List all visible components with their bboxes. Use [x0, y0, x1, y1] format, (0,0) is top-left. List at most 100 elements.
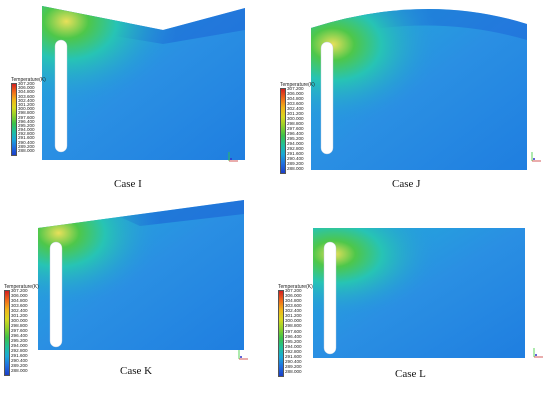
case-k-caption: Case K — [120, 365, 153, 377]
case-l-hot-zone — [313, 228, 525, 358]
case-i-heater — [54, 39, 68, 153]
legend-tick-label: 298.800 — [11, 323, 28, 328]
legend-tick-label: 294.000 — [287, 141, 304, 146]
legend-tick-label: 303.600 — [11, 303, 28, 308]
case-l-legend-labels: 307.200 306.000 304.800 303.600 302.400 301.2… — [285, 288, 315, 375]
legend-tick-label: 294.000 — [18, 127, 35, 133]
legend-tick-label: 288.000 — [11, 368, 28, 373]
legend-tick-label: 298.800 — [287, 121, 304, 126]
case-k-panel: Temperature(K) 307.200 306.000 304.800 303.… — [0, 200, 275, 403]
legend-tick-label: 303.600 — [18, 93, 35, 99]
legend-tick-label: 301.200 — [11, 313, 28, 318]
case-i-contour — [42, 6, 245, 160]
legend-tick-label: 302.400 — [285, 308, 302, 314]
legend-tick-label: 292.800 — [18, 131, 35, 137]
case-i-caption: Case I — [114, 178, 142, 190]
legend-tick-label: 296.400 — [287, 131, 304, 136]
legend-tick-label: 291.600 — [11, 353, 28, 358]
case-l-contour — [313, 228, 525, 358]
legend-tick-label: 303.600 — [287, 101, 304, 106]
legend-tick-label: 298.800 — [285, 323, 302, 329]
legend-tick-label: 307.200 — [11, 288, 28, 293]
case-i-panel: Temperature(K) 307.200 306.000 304.800 303.… — [0, 0, 275, 200]
legend-tick-label: 294.000 — [285, 343, 302, 349]
case-j-panel: Temperature(K) 307.200 306.000 304.800 303.… — [275, 0, 550, 200]
legend-tick-label: 306.000 — [287, 91, 304, 96]
case-k-heater — [49, 241, 63, 348]
legend-tick-label: 297.600 — [18, 114, 35, 120]
case-l-legend-title: Temperature(K) — [278, 284, 313, 290]
legend-tick-label: 301.200 — [18, 101, 35, 107]
legend-tick-label: 306.000 — [11, 293, 28, 298]
legend-tick-label: 307.200 — [285, 288, 302, 293]
case-k-legend-title: Temperature(K) — [4, 284, 39, 290]
case-j-heater — [320, 41, 334, 155]
case-i-hot-zone — [42, 6, 245, 160]
legend-tick-label: 297.600 — [11, 328, 28, 333]
case-l-axis-triad — [531, 346, 545, 360]
legend-tick-label: 295.200 — [18, 122, 35, 128]
legend-tick-label: 295.200 — [285, 338, 302, 344]
legend-tick-label: 291.600 — [18, 135, 35, 141]
legend-tick-label: 302.400 — [287, 106, 304, 111]
legend-tick-label: 304.800 — [285, 298, 302, 304]
legend-tick-label: 300.000 — [285, 318, 302, 324]
case-j-hot-zone — [311, 8, 527, 170]
case-j-axis-triad — [529, 150, 543, 164]
legend-tick-label: 295.200 — [287, 136, 304, 141]
legend-tick-label: 296.400 — [18, 118, 35, 124]
legend-tick-label: 296.400 — [11, 333, 28, 338]
legend-tick-label: 289.200 — [18, 143, 35, 149]
legend-tick-label: 290.400 — [18, 139, 35, 145]
case-k-contour — [38, 200, 244, 350]
legend-tick-label: 298.800 — [18, 110, 35, 116]
legend-tick-label: 290.400 — [285, 358, 302, 364]
case-l-panel: Temperature(K) 307.200 306.000 304.800 303.… — [275, 200, 550, 403]
legend-tick-label: 295.200 — [11, 338, 28, 343]
case-l-caption: Case L — [395, 368, 426, 380]
legend-tick-label: 304.800 — [18, 89, 35, 95]
legend-tick-label: 307.200 — [18, 81, 35, 86]
legend-tick-label: 300.000 — [287, 116, 304, 121]
legend-tick-label: 300.000 — [11, 318, 28, 323]
legend-tick-label: 307.200 — [287, 86, 304, 91]
legend-tick-label: 300.000 — [18, 106, 35, 112]
legend-tick-label: 294.000 — [11, 343, 28, 348]
case-i-legend-labels: 307.200 306.000 304.800 303.600 302.400 301.2… — [18, 81, 48, 154]
legend-tick-label: 306.000 — [285, 293, 302, 299]
legend-tick-label: 301.200 — [285, 313, 302, 319]
case-i-legend-bar — [11, 83, 17, 156]
case-k-axis-triad — [236, 348, 250, 362]
legend-tick-label: 289.200 — [11, 363, 28, 368]
case-k-legend-bar — [4, 290, 10, 376]
legend-tick-label: 288.000 — [285, 369, 302, 374]
case-j-legend-bar — [280, 88, 286, 174]
legend-tick-label: 304.800 — [287, 96, 304, 101]
case-k-legend-labels: 307.200 306.000 304.800 303.600 302.400 301.2… — [11, 288, 41, 374]
legend-tick-label: 297.600 — [285, 328, 302, 334]
legend-tick-label: 291.600 — [285, 353, 302, 359]
legend-tick-label: 292.800 — [287, 146, 304, 151]
legend-tick-label: 288.000 — [287, 166, 304, 171]
case-l-heater — [323, 241, 337, 355]
legend-tick-label: 289.200 — [287, 161, 304, 166]
legend-tick-label: 296.400 — [285, 333, 302, 339]
case-j-legend-title: Temperature(K) — [280, 82, 315, 88]
legend-tick-label: 302.400 — [18, 97, 35, 103]
case-i-axis-triad — [226, 150, 240, 164]
case-j-legend-labels: 307.200 306.000 304.800 303.600 302.400 301.2… — [287, 86, 317, 172]
case-j-caption: Case J — [392, 178, 421, 190]
legend-tick-label: 290.400 — [287, 156, 304, 161]
legend-tick-label: 303.600 — [285, 303, 302, 309]
case-k-hot-zone — [38, 200, 244, 350]
case-l-legend-bar — [278, 290, 284, 377]
legend-tick-label: 297.600 — [287, 126, 304, 131]
legend-tick-label: 290.400 — [11, 358, 28, 363]
case-j-contour — [311, 8, 527, 170]
case-i-legend-title: Temperature(K) — [11, 77, 46, 83]
legend-tick-label: 304.800 — [11, 298, 28, 303]
legend-tick-label: 302.400 — [11, 308, 28, 313]
legend-tick-label: 291.600 — [287, 151, 304, 156]
legend-tick-label: 301.200 — [287, 111, 304, 116]
legend-tick-label: 306.000 — [18, 85, 35, 91]
